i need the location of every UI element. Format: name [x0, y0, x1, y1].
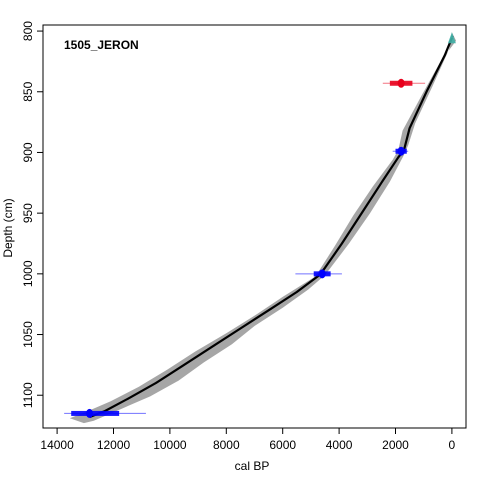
date-point	[398, 147, 405, 156]
x-tick-label: 0	[449, 438, 456, 452]
y-tick-label: 850	[21, 81, 35, 101]
x-tick-label: 4000	[326, 438, 353, 452]
date-probability-band	[71, 411, 119, 416]
y-tick-label: 1050	[21, 321, 35, 348]
x-axis-title: cal BP	[235, 459, 270, 473]
y-tick-label: 800	[21, 21, 35, 41]
x-tick-label: 14000	[40, 438, 74, 452]
x-tick-label: 8000	[213, 438, 240, 452]
date-point	[319, 269, 326, 278]
date-point	[398, 79, 405, 88]
y-tick-label: 1100	[21, 382, 35, 408]
chart-title: 1505_JERON	[64, 38, 139, 52]
y-tick-label: 950	[21, 203, 35, 223]
date-point	[86, 409, 93, 418]
x-tick-label: 2000	[382, 438, 409, 452]
x-tick-label: 10000	[153, 438, 187, 452]
y-tick-label: 1000	[21, 260, 35, 287]
y-tick-label: 900	[21, 142, 35, 162]
x-tick-label: 6000	[269, 438, 296, 452]
y-axis-title: Depth (cm)	[1, 198, 15, 257]
x-tick-label: 12000	[97, 438, 131, 452]
